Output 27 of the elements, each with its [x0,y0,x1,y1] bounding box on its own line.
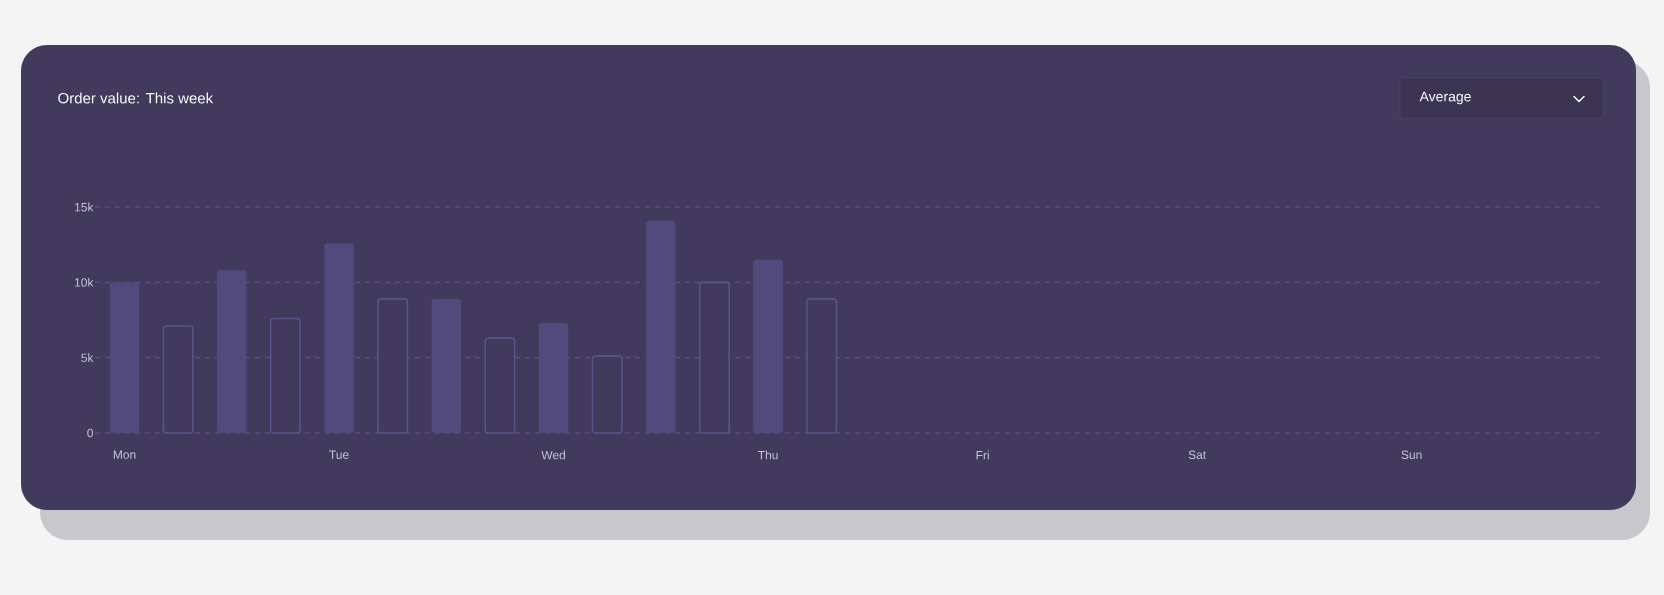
x-tick-label: Fri [976,450,989,460]
bar [162,325,194,434]
bar [806,298,838,434]
x-tick-label: Wed [541,450,565,460]
x-tick-label: Thu [758,450,778,460]
bar [753,259,783,433]
bar [269,317,301,434]
text: Average [1419,91,1471,105]
bar [324,243,354,433]
bar [484,337,516,434]
y-tick-label: 15k [75,202,94,212]
y-tick-label: 10k [75,277,94,287]
x-tick-label: Tue [329,450,349,459]
y-tick-label: 5k [81,353,94,363]
x-tick-label: Sun [1401,450,1422,460]
bar [646,220,676,433]
bar [377,298,409,434]
chart-title: Order value: This week [58,92,214,104]
bar [109,282,140,433]
bar [431,298,462,433]
x-tick-label: Mon [113,450,136,459]
y-tick-label: 0 [87,428,94,438]
bar [698,281,730,434]
bar [591,355,623,434]
bar [217,270,247,433]
bar [538,323,569,433]
x-tick-label: Sat [1188,450,1207,460]
